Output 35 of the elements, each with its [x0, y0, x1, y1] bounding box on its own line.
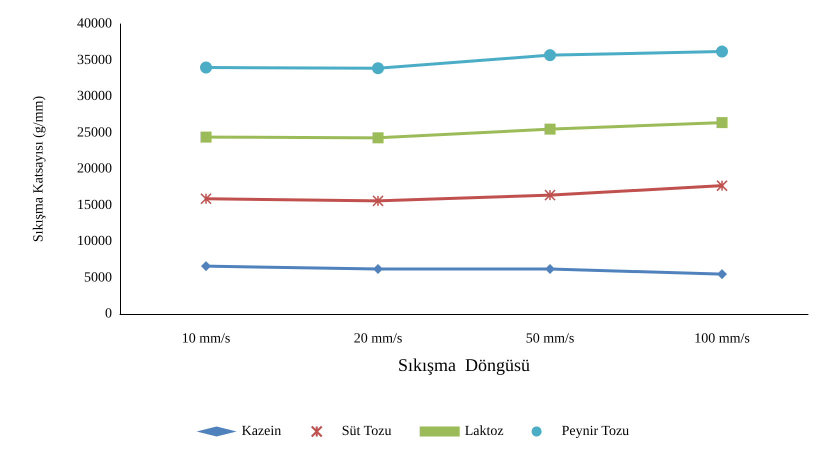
point: [200, 62, 212, 74]
x-tick-label: 100 mm/s: [694, 332, 750, 346]
point: [544, 124, 556, 135]
x-tick-label: 50 mm/s: [526, 332, 574, 346]
legend-label: Süt Tozu: [342, 424, 392, 439]
x-axis-title: Sıkışma Döngüsü: [398, 355, 530, 375]
legend-label: Kazein: [242, 424, 282, 439]
legend-label: Peynir Tozu: [562, 424, 630, 439]
y-tick-label: 0: [105, 306, 112, 322]
point: [545, 264, 555, 274]
y-tick-label: 20000: [77, 162, 112, 176]
point: [200, 132, 212, 143]
y-axis-title: Sıkışma Katsayısı (g/mm): [32, 96, 46, 242]
y-tick-label: 5000: [84, 270, 112, 286]
point: [544, 49, 556, 62]
y-tick-label: 30000: [77, 89, 112, 104]
point: [372, 132, 384, 144]
point: [373, 264, 383, 274]
y-tick-label: 15000: [77, 198, 112, 213]
point: [200, 192, 212, 204]
point: [717, 269, 727, 280]
point: [372, 62, 384, 74]
point: [716, 117, 728, 128]
point: [201, 261, 211, 272]
point: [716, 46, 728, 58]
point: [716, 180, 728, 192]
legend-label: Laktoz: [464, 424, 504, 439]
point: [372, 195, 384, 207]
x-tick-label: 10 mm/s: [182, 332, 230, 346]
y-tick-label: 25000: [77, 125, 112, 140]
point: [544, 189, 556, 201]
y-tick-label: 35000: [77, 52, 112, 68]
y-tick-label: 40000: [77, 16, 112, 32]
x-tick-label: 20 mm/s: [354, 332, 402, 346]
y-tick-label: 10000: [77, 234, 112, 249]
